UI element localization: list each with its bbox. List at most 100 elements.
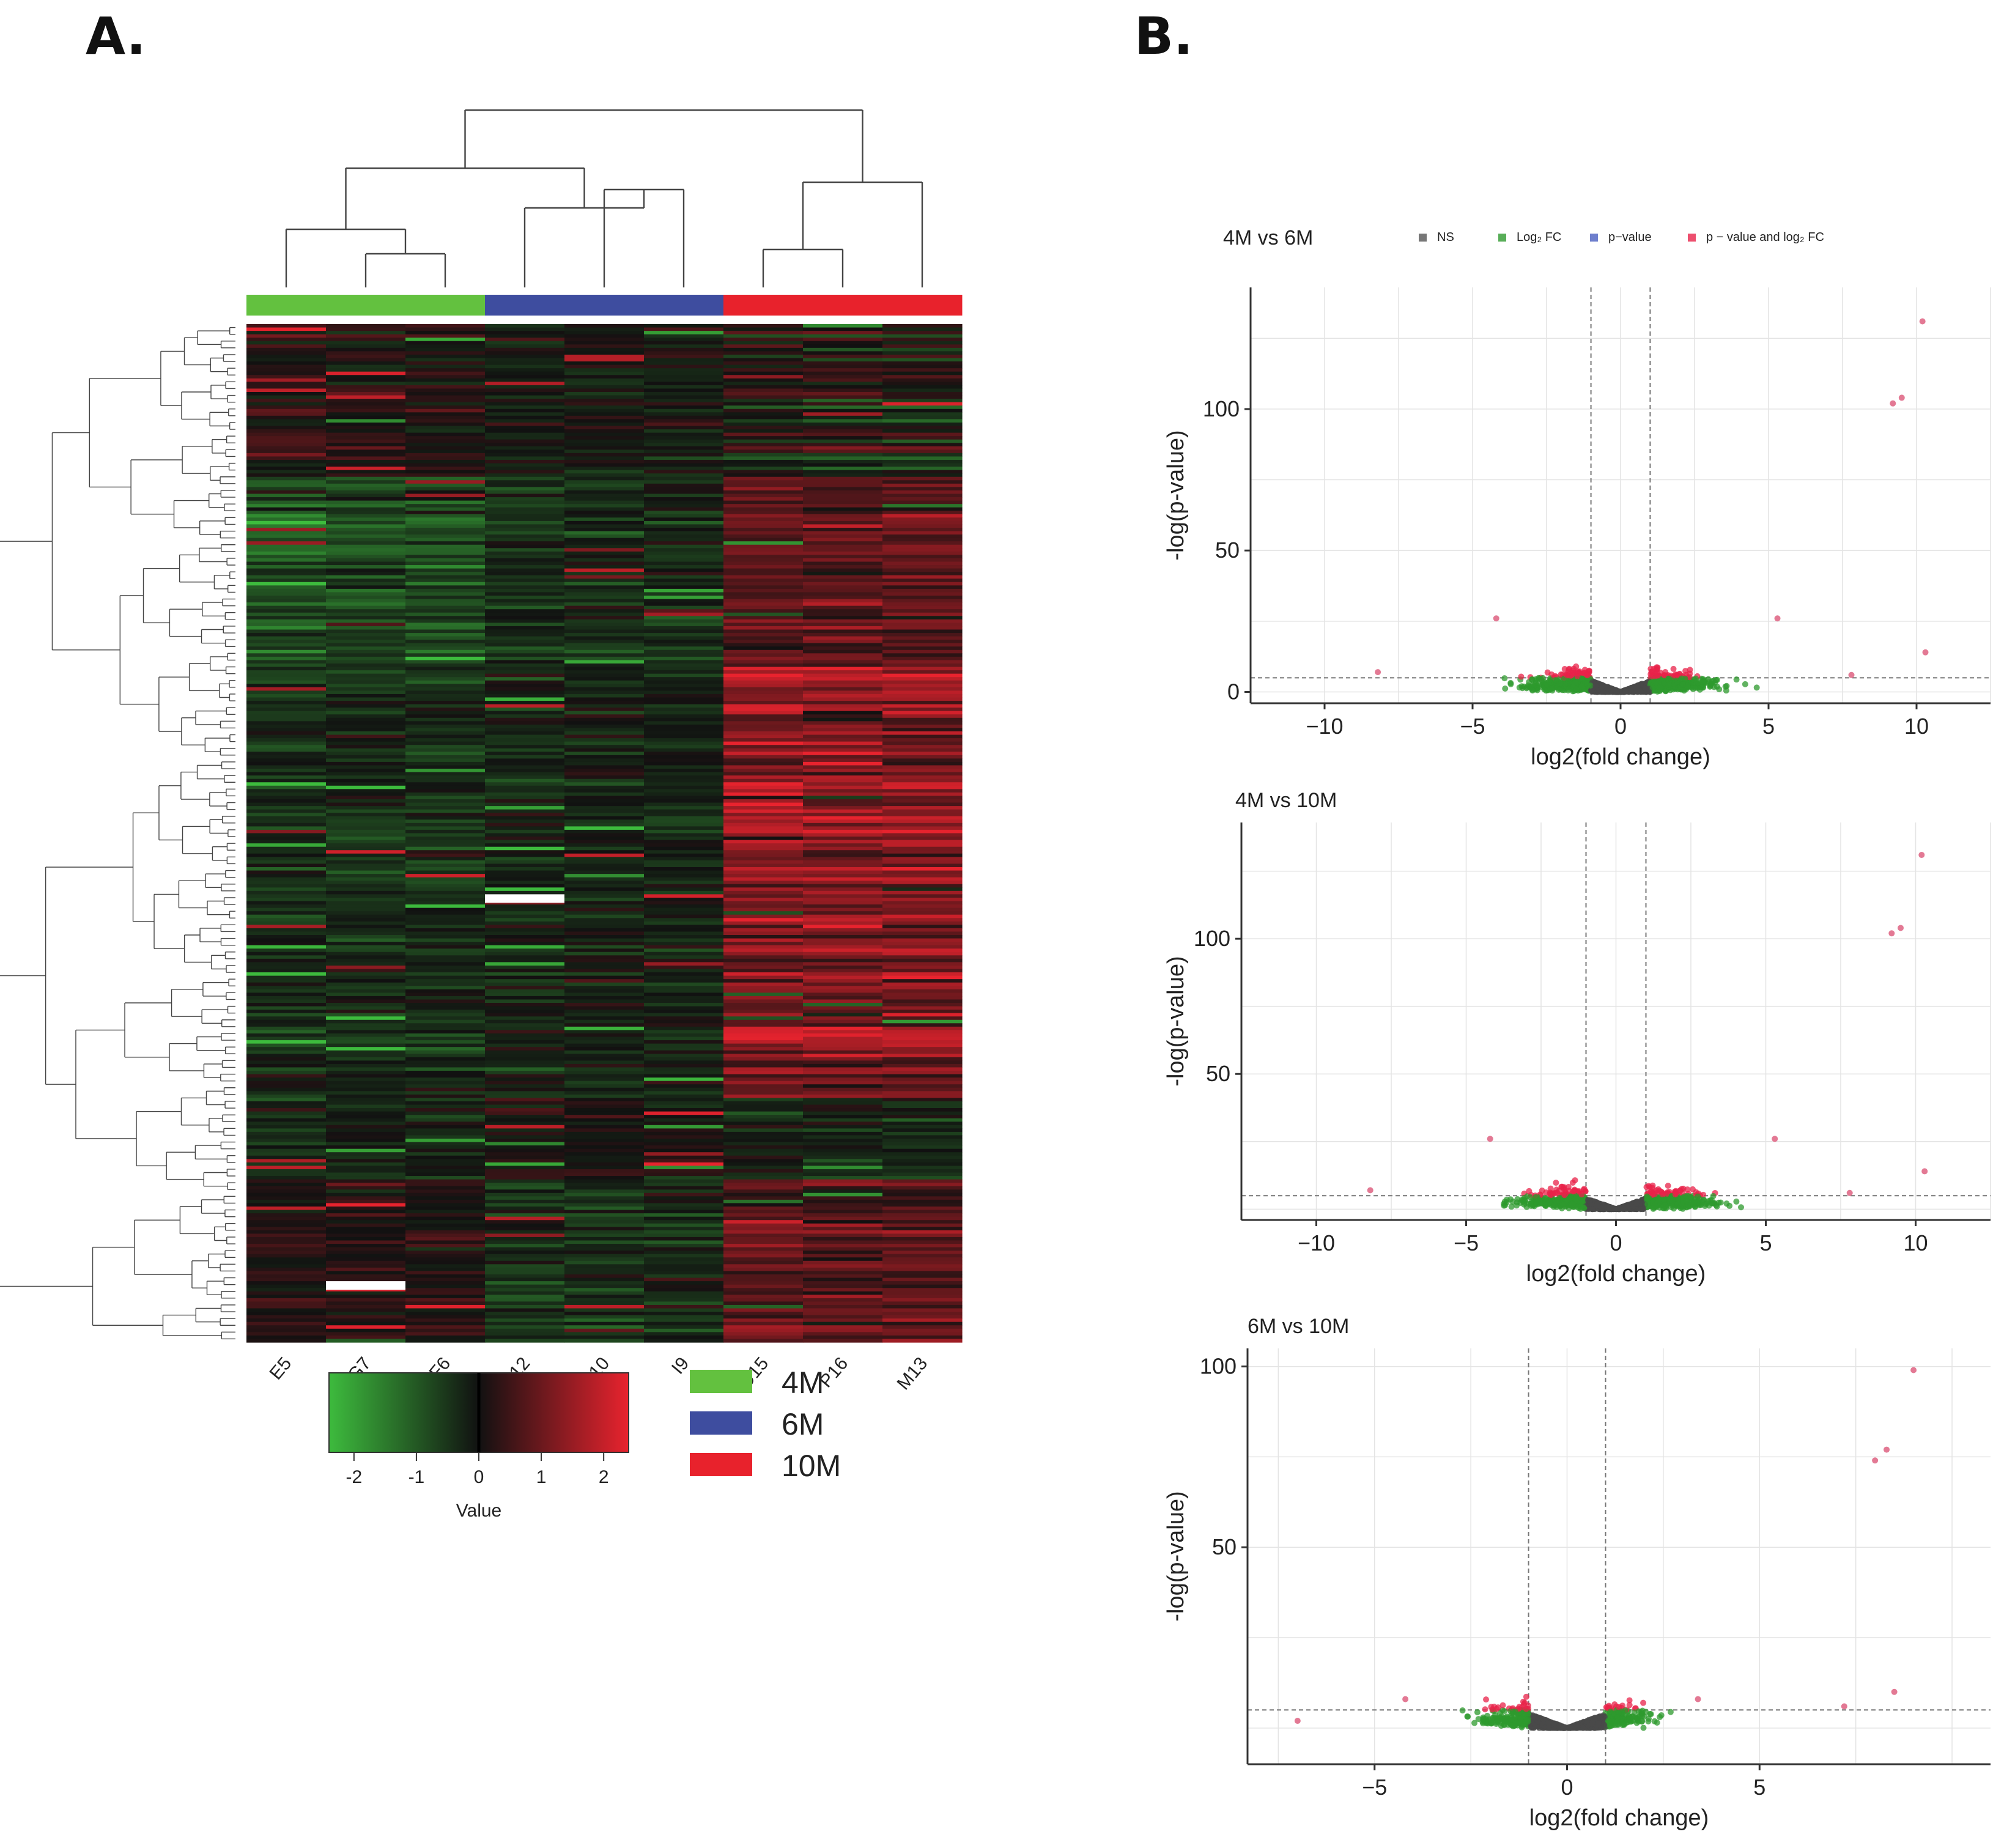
heatmap-cell: [564, 1271, 645, 1275]
heatmap-cell: [564, 758, 645, 763]
heatmap-cell: [485, 962, 565, 966]
heatmap-cell: [326, 585, 406, 590]
heatmap-cell: [564, 822, 645, 827]
heatmap-cell: [803, 1030, 883, 1034]
heatmap-cell: [326, 982, 406, 986]
heatmap-cell: [803, 1332, 883, 1336]
heatmap-cell: [405, 745, 486, 749]
heatmap-cell: [246, 734, 327, 739]
heatmap-cell: [803, 1251, 883, 1255]
data-point: [1649, 668, 1656, 675]
heatmap-cell: [246, 1135, 327, 1139]
heatmap-cell: [326, 877, 406, 881]
heatmap-cell: [723, 1315, 804, 1319]
heatmap-cell: [882, 534, 963, 539]
heatmap-cell: [246, 1339, 327, 1343]
heatmap-cell: [405, 524, 486, 528]
heatmap-cell: [723, 473, 804, 478]
heatmap-cell: [246, 408, 327, 413]
heatmap-cell: [803, 792, 883, 797]
heatmap-cell: [882, 1271, 963, 1275]
heatmap-cell: [564, 520, 645, 525]
heatmap-cell: [485, 769, 565, 773]
heatmap-cell: [723, 1236, 804, 1241]
heatmap-cell: [644, 1111, 724, 1115]
heatmap-cell: [882, 653, 963, 657]
heatmap-cell: [326, 351, 406, 355]
heatmap-cell: [564, 1115, 645, 1119]
heatmap-cell: [246, 690, 327, 695]
heatmap-cell: [485, 677, 565, 681]
heatmap-cell: [326, 511, 406, 515]
heatmap-cell: [723, 565, 804, 569]
heatmap-cell: [644, 467, 724, 471]
heatmap-cell: [723, 1023, 804, 1027]
heatmap-cell: [326, 473, 406, 478]
data-point: [1742, 681, 1748, 687]
heatmap-cell: [485, 850, 565, 854]
heatmap-cell: [644, 429, 724, 434]
heatmap-cell: [803, 1135, 883, 1139]
heatmap-cell: [326, 721, 406, 725]
heatmap-cell: [564, 1131, 645, 1136]
heatmap-cell: [564, 1332, 645, 1336]
heatmap-cell: [326, 555, 406, 559]
heatmap-cell: [246, 460, 327, 464]
heatmap-cell: [644, 493, 724, 498]
heatmap-cell: [564, 616, 645, 620]
heatmap-cell: [882, 1251, 963, 1255]
heatmap-cell: [326, 782, 406, 786]
heatmap-cell: [803, 921, 883, 925]
heatmap-cell: [803, 524, 883, 528]
legend-label: p − value and log₂ FC: [1706, 231, 1824, 244]
heatmap-cell: [405, 717, 486, 722]
heatmap-cell: [564, 809, 645, 813]
heatmap-cell: [644, 619, 724, 623]
heatmap-cell: [326, 829, 406, 834]
heatmap-cell: [485, 636, 565, 640]
heatmap-cell: [644, 419, 724, 423]
heatmap-cell: [405, 1247, 486, 1251]
heatmap-cell: [564, 1176, 645, 1180]
heatmap-cell: [405, 1063, 486, 1068]
heatmap-cell: [485, 1325, 565, 1329]
heatmap-cell: [723, 955, 804, 959]
heatmap-cell: [723, 395, 804, 399]
heatmap-cell: [485, 585, 565, 590]
heatmap-cell: [326, 653, 406, 657]
heatmap-cell: [882, 1152, 963, 1156]
heatmap-cell: [405, 734, 486, 739]
heatmap-cell: [485, 721, 565, 725]
heatmap-cell: [485, 646, 565, 651]
heatmap-cell: [644, 1274, 724, 1279]
heatmap-cell: [882, 467, 963, 471]
data-point: [1546, 678, 1553, 685]
heatmap-cell: [326, 765, 406, 769]
heatmap-cell: [644, 752, 724, 756]
heatmap-cell: [246, 602, 327, 607]
heatmap-cell: [326, 1067, 406, 1071]
heatmap-cell: [564, 364, 645, 369]
heatmap-cell: [326, 724, 406, 729]
heatmap-cell: [564, 734, 645, 739]
heatmap-cell: [246, 1203, 327, 1207]
heatmap-cell: [485, 402, 565, 406]
heatmap-cell: [882, 1186, 963, 1190]
heatmap-cell: [485, 429, 565, 434]
heatmap-cell: [326, 860, 406, 865]
heatmap-cell: [326, 761, 406, 766]
heatmap-cell: [246, 585, 327, 590]
heatmap-cell: [246, 1040, 327, 1044]
heatmap-cell: [485, 955, 565, 959]
heatmap-cell: [723, 670, 804, 675]
heatmap-cell: [882, 1166, 963, 1170]
heatmap-cell: [803, 673, 883, 678]
heatmap-cell: [723, 463, 804, 467]
heatmap-cell: [485, 626, 565, 630]
heatmap-cell: [405, 850, 486, 854]
heatmap-cell: [326, 1179, 406, 1183]
heatmap-cell: [723, 1240, 804, 1244]
heatmap-cell: [564, 504, 645, 508]
heatmap-cell: [644, 874, 724, 878]
heatmap-cell: [803, 1122, 883, 1126]
